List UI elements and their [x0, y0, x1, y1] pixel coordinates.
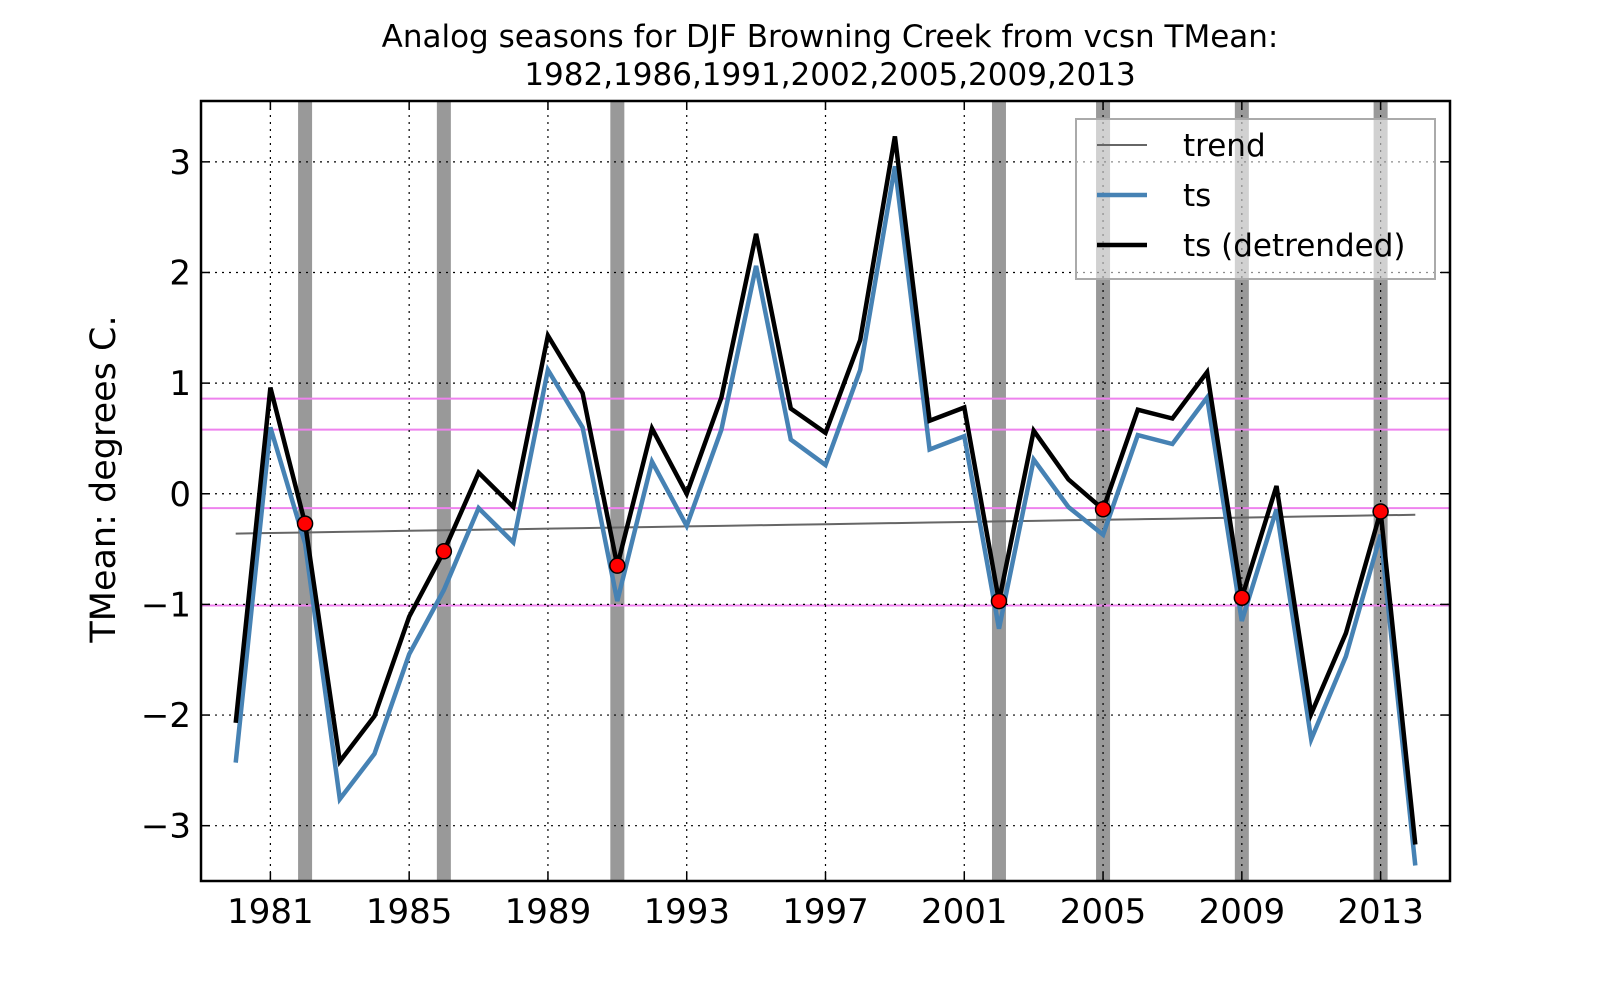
y-axis-label: TMean: degrees C. [84, 315, 124, 643]
analog-band-1986 [436, 101, 451, 881]
analog-band-1982 [298, 101, 313, 881]
x-axis-ticks: 1981 1985 1989 1993 1997 2001 2005 2009 2013 [227, 101, 1424, 932]
y-tick-label: −1 [141, 585, 191, 625]
legend-label-ts: ts [1183, 178, 1211, 214]
chart-title-line1: Analog seasons for DJF Browning Creek fr… [382, 19, 1279, 55]
legend-label-trend: trend [1183, 128, 1266, 164]
analog-bands [298, 101, 1388, 881]
series-line-ts-detrended- [233, 136, 1418, 845]
x-tick-label: 2009 [1199, 892, 1286, 932]
analog-band-2013 [1373, 101, 1388, 881]
x-tick-label: 1993 [643, 892, 730, 932]
y-tick-label: 1 [169, 364, 191, 404]
analog-marker-2009 [1233, 589, 1251, 607]
chart-title-line2: 1982,1986,1991,2002,2005,2009,2013 [524, 57, 1135, 93]
x-tick-label: 1997 [782, 892, 869, 932]
analog-marker-2005 [1094, 501, 1112, 518]
x-tick-label: 1981 [227, 892, 314, 932]
grid [201, 101, 1450, 881]
y-tick-label: −3 [141, 807, 191, 847]
series-line-ts [233, 165, 1418, 866]
y-tick-label: −2 [141, 696, 191, 736]
analog-marker-1986 [435, 543, 453, 560]
legend: trend ts ts (detrended) [1075, 118, 1436, 280]
y-tick-label: 0 [169, 475, 191, 515]
analog-band-2005 [1096, 101, 1111, 881]
analog-marker-1991 [609, 557, 626, 574]
analog-marker-1982 [296, 515, 314, 532]
series-line-trend [235, 513, 1416, 535]
analog-band-2002 [991, 101, 1006, 881]
series-lines [233, 136, 1418, 866]
x-tick-label: 1989 [505, 892, 592, 932]
x-tick-label: 2001 [921, 892, 1008, 932]
analog-band-2009 [1234, 101, 1249, 881]
analog-markers [296, 501, 1389, 610]
y-tick-label: 2 [169, 253, 191, 293]
x-tick-label: 2005 [1060, 892, 1147, 932]
analog-marker-2002 [990, 592, 1008, 610]
analog-band-1991 [610, 101, 625, 881]
y-axis-ticks: −3 −2 −1 0 1 2 3 [141, 143, 1450, 847]
legend-label-ts-detrended: ts (detrended) [1183, 228, 1405, 264]
y-tick-label: 3 [169, 143, 191, 183]
x-tick-label: 1985 [366, 892, 453, 932]
x-tick-label: 2013 [1337, 892, 1424, 932]
analog-marker-2013 [1372, 503, 1389, 520]
